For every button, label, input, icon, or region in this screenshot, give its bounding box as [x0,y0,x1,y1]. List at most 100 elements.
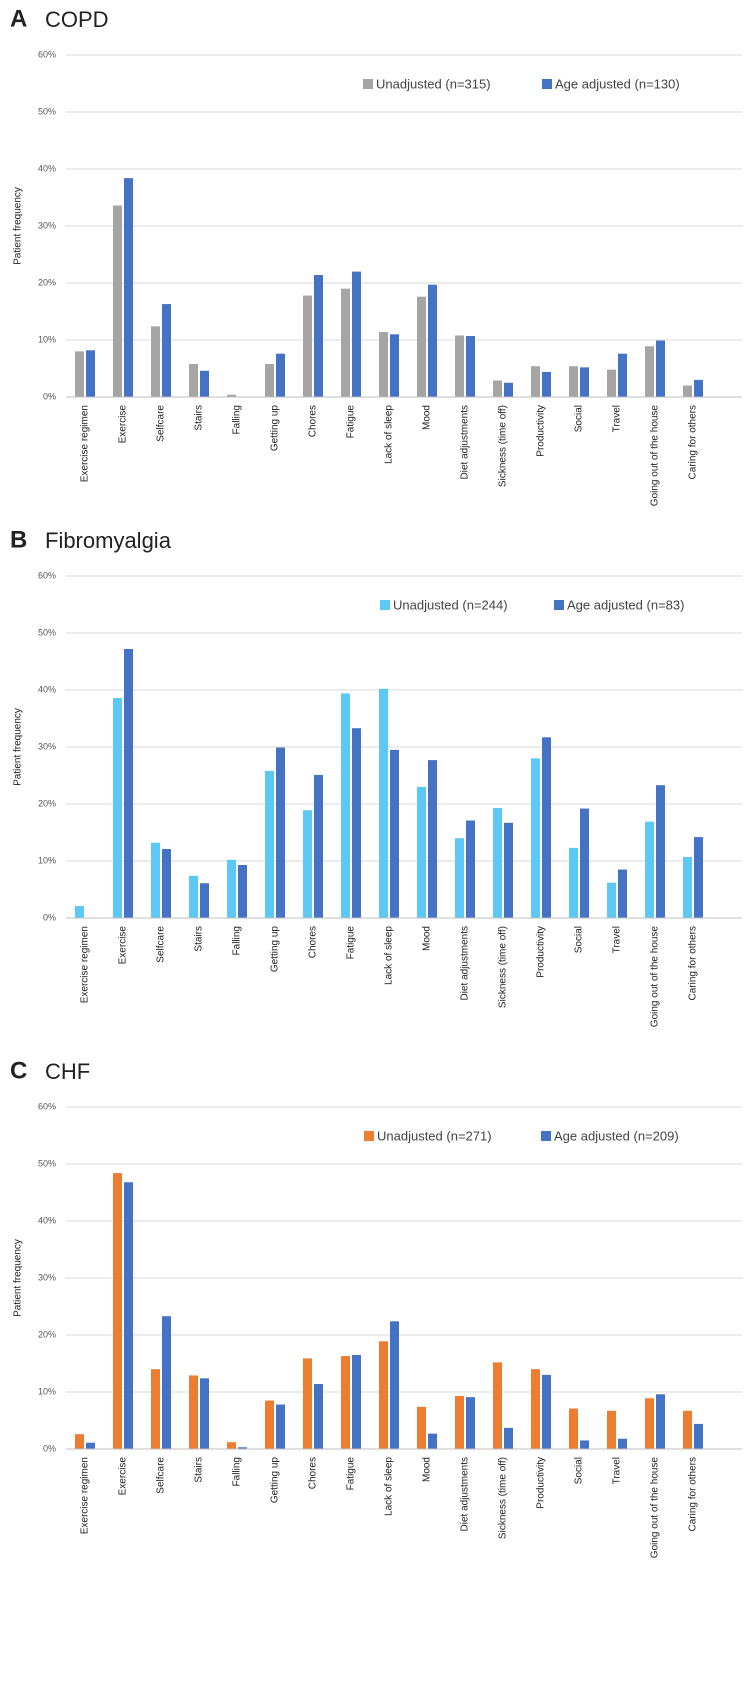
bar [569,366,578,397]
x-tick-label: Social [574,405,585,432]
bar [75,906,84,918]
x-tick-label: Mood [422,1457,433,1482]
bar [276,353,285,397]
bar [303,295,312,397]
bar [683,385,692,397]
x-tick-label: Mood [422,405,433,430]
x-tick-label: Falling [232,926,243,955]
bar [303,810,312,918]
y-tick-label: 60% [38,1101,56,1111]
y-axis-label: Patient frequency [13,708,24,786]
bar [428,760,437,918]
bar [86,1442,95,1449]
legend-label: Unadjusted (n=271) [377,1128,492,1143]
y-tick-label: 0% [43,912,56,922]
bar [542,1374,551,1449]
y-tick-label: 0% [43,1443,56,1453]
y-tick-label: 40% [38,163,56,173]
bar [542,371,551,397]
bar [683,857,692,918]
x-tick-label: Sickness (time off) [498,1457,509,1539]
x-tick-label: Getting up [270,926,281,973]
legend-swatch [364,1131,374,1141]
bar [455,1395,464,1449]
x-tick-label: Selfcare [156,926,167,963]
bar [162,304,171,397]
bar [569,1408,578,1449]
bar [645,821,654,918]
bar [379,688,388,918]
bar [618,869,627,918]
bar [656,785,665,918]
x-tick-label: Caring for others [688,926,699,1000]
x-tick-label: Selfcare [156,1457,167,1494]
y-tick-label: 50% [38,106,56,116]
bar [227,394,236,397]
x-tick-label: Chores [308,926,319,958]
bar [124,1182,133,1449]
bar [569,847,578,918]
x-tick-label: Travel [612,405,623,432]
y-axis-label: Patient frequency [13,187,24,265]
x-tick-label: Social [574,926,585,953]
bar [607,1410,616,1449]
y-tick-label: 40% [38,684,56,694]
y-tick-label: 20% [38,277,56,287]
y-tick-label: 30% [38,1272,56,1282]
bar [656,340,665,397]
bar [86,350,95,397]
x-tick-label: Caring for others [688,405,699,479]
bar [645,346,654,397]
bar [162,1316,171,1449]
bar [151,842,160,918]
x-tick-label: Travel [612,1457,623,1484]
bar [352,1354,361,1449]
bar [189,875,198,918]
bar [200,370,209,397]
bar [417,1406,426,1449]
bar [124,178,133,397]
bar [428,1433,437,1449]
bar [265,1400,274,1449]
legend-label: Age adjusted (n=130) [555,76,680,91]
y-tick-label: 10% [38,1386,56,1396]
x-tick-label: Going out of the house [650,1457,661,1559]
legend-label: Unadjusted (n=315) [376,76,491,91]
y-tick-label: 50% [38,627,56,637]
bar [227,1442,236,1449]
x-tick-label: Exercise [118,1457,129,1496]
x-tick-label: Lack of sleep [384,926,395,985]
bar [645,1398,654,1449]
bar [113,1173,122,1449]
legend-label: Unadjusted (n=244) [393,597,508,612]
chart-title: COPD [45,7,109,32]
legend-swatch [541,1131,551,1141]
x-tick-label: Exercise regimen [80,1457,91,1534]
x-tick-label: Sickness (time off) [498,405,509,487]
bar [493,1362,502,1449]
y-tick-label: 0% [43,391,56,401]
x-tick-label: Sickness (time off) [498,926,509,1008]
bar [618,353,627,397]
x-tick-label: Stairs [194,926,205,952]
bar [352,728,361,918]
bar [455,335,464,397]
y-tick-label: 60% [38,49,56,59]
x-tick-label: Productivity [536,1457,547,1509]
x-tick-label: Diet adjustments [460,405,471,479]
bar [151,326,160,397]
x-tick-label: Fatigue [346,405,357,439]
bar [428,284,437,397]
bar [162,849,171,918]
bar [466,336,475,397]
bar [265,770,274,918]
bar [314,275,323,397]
panel-label: C [10,1057,27,1084]
x-tick-label: Getting up [270,1457,281,1504]
bar [618,1438,627,1449]
bar [75,351,84,397]
bar [390,749,399,918]
bar [493,807,502,918]
bar [504,822,513,918]
bar [379,332,388,397]
